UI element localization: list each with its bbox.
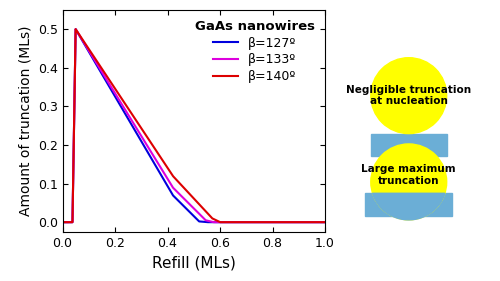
β=133º — [60, 221, 66, 224]
β=127º — [105, 83, 111, 86]
β=127º — [317, 221, 323, 224]
Line: β=140º: β=140º — [62, 29, 325, 222]
β=133º — [72, 28, 78, 31]
X-axis label: Refill (MLs): Refill (MLs) — [152, 255, 236, 270]
β=133º — [322, 221, 328, 224]
β=140º — [72, 28, 78, 31]
β=127º — [72, 28, 78, 31]
Circle shape — [371, 144, 446, 220]
β=140º — [322, 221, 328, 224]
Legend: β=127º, β=133º, β=140º: β=127º, β=133º, β=140º — [191, 16, 319, 87]
β=133º — [288, 221, 294, 224]
β=140º — [105, 76, 111, 80]
β=127º — [160, 177, 166, 181]
β=140º — [90, 53, 96, 56]
Bar — [365, 193, 452, 216]
Circle shape — [371, 58, 446, 133]
Line: β=127º: β=127º — [62, 29, 325, 222]
β=133º — [105, 80, 111, 84]
Polygon shape — [372, 193, 445, 220]
Line: β=133º: β=133º — [62, 29, 325, 222]
β=133º — [90, 55, 96, 58]
β=127º — [172, 195, 177, 199]
β=133º — [172, 188, 177, 191]
β=140º — [317, 221, 323, 224]
β=127º — [322, 221, 328, 224]
β=140º — [160, 160, 166, 163]
β=133º — [317, 221, 323, 224]
Y-axis label: Amount of truncation (MLs): Amount of truncation (MLs) — [18, 26, 32, 216]
β=133º — [160, 170, 166, 174]
β=140º — [60, 221, 66, 224]
Bar — [371, 133, 446, 156]
β=127º — [288, 221, 294, 224]
β=140º — [172, 176, 177, 180]
Text: Large maximum
truncation: Large maximum truncation — [362, 164, 456, 186]
Text: Negligible truncation
at nucleation: Negligible truncation at nucleation — [346, 85, 472, 106]
β=127º — [90, 56, 96, 60]
β=140º — [288, 221, 294, 224]
β=127º — [60, 221, 66, 224]
